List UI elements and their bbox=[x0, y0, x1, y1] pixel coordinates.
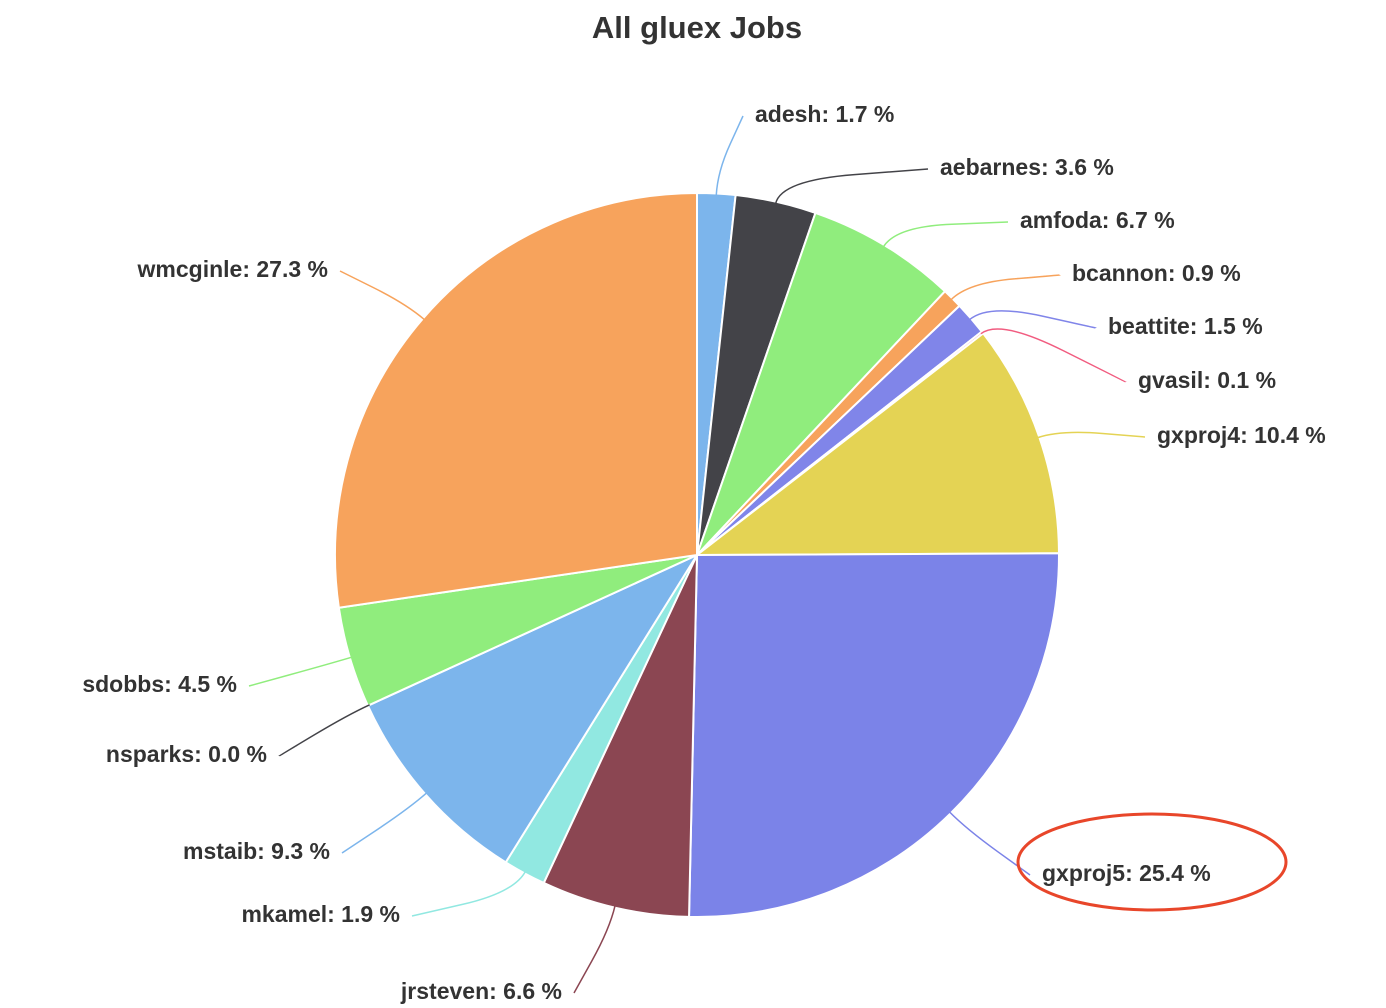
data-label: beattite: 1.5 % bbox=[1108, 313, 1263, 339]
data-label: gvasil: 0.1 % bbox=[1138, 367, 1276, 393]
pie-slice bbox=[334, 191, 698, 609]
pie-slice bbox=[688, 552, 1061, 918]
labels: adesh: 1.7 % aebarnes: 3.6 % amfoda: 6.7 %… bbox=[82, 101, 1325, 1004]
connector bbox=[774, 168, 929, 204]
connector bbox=[948, 811, 1031, 876]
pie bbox=[334, 191, 1061, 918]
data-label: bcannon: 0.9 % bbox=[1072, 260, 1241, 286]
data-label: sdobbs: 4.5 % bbox=[82, 671, 237, 697]
connector bbox=[411, 871, 527, 917]
connector bbox=[968, 310, 1097, 329]
chart-title: All gluex Jobs bbox=[592, 10, 802, 45]
data-label: wmcginle: 27.3 % bbox=[137, 256, 328, 282]
connector bbox=[278, 704, 370, 757]
data-label: gxproj5: 25.4 % bbox=[1042, 860, 1211, 886]
data-label: mstaib: 9.3 % bbox=[183, 838, 330, 864]
connector bbox=[248, 656, 353, 687]
data-label: aebarnes: 3.6 % bbox=[940, 154, 1114, 180]
connector bbox=[339, 270, 426, 321]
connector bbox=[1037, 431, 1146, 439]
connector bbox=[341, 792, 428, 854]
connector bbox=[882, 221, 1009, 248]
data-label: gxproj4: 10.4 % bbox=[1157, 422, 1326, 448]
data-label: nsparks: 0.0 % bbox=[106, 741, 267, 767]
data-label: amfoda: 6.7 % bbox=[1020, 207, 1175, 233]
connector bbox=[980, 328, 1127, 383]
data-label: jrsteven: 6.6 % bbox=[400, 978, 562, 1004]
data-label: mkamel: 1.9 % bbox=[241, 901, 400, 927]
connector bbox=[950, 274, 1061, 301]
connector bbox=[715, 115, 744, 196]
highlight-ellipse bbox=[1016, 812, 1288, 912]
connector bbox=[573, 905, 616, 994]
data-label: adesh: 1.7 % bbox=[755, 101, 894, 127]
